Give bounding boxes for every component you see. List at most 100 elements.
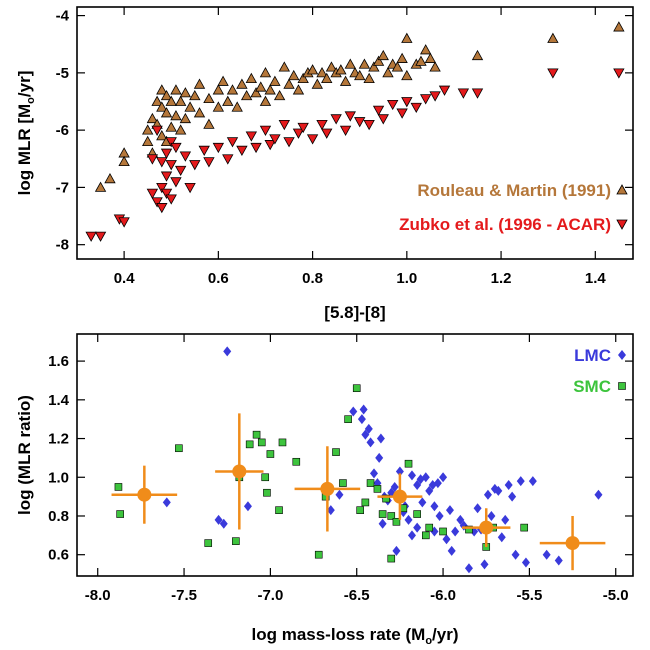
lmc-point [594,489,603,500]
lmc-point [335,489,344,500]
rouleau-martin-1991-point [547,32,559,43]
zubko-et-al-1996-acar-point [292,128,305,139]
rouleau-martin-1991-point [429,61,441,72]
rouleau-martin-1991-point [231,101,243,112]
zubko-et-al-1996-acar-point [354,117,366,128]
rouleau-martin-1991-point [174,95,187,106]
zubko-et-al-1996-acar-point [156,203,168,214]
top-data-marks [85,21,625,242]
lmc-point [487,510,496,521]
rouleau-martin-1991-point [179,112,192,124]
y-tick-label: -5 [56,65,69,82]
rouleau-martin-1991-point [193,78,206,89]
y-tick-label: -6 [56,122,69,139]
rouleau-martin-1991-point [240,89,253,101]
lmc-point [497,532,506,543]
zubko-et-al-1996-acar-point [179,151,192,162]
rouleau-martin-1991-point [193,107,206,118]
rouleau-martin-1991-point [160,89,173,101]
zubko-et-al-1996-acar-point [198,145,210,157]
zubko-et-al-1996-acar-point [259,125,272,136]
zubko-et-al-1996-acar-point [170,142,182,154]
lmc-point [504,480,513,491]
smc-point [232,537,240,545]
zubko-et-al-1996-acar-point [245,131,258,142]
legend-zubko: Zubko et al. (1996 - ACAR) [399,215,611,234]
rouleau-martin-1991-point [264,84,276,95]
lmc-point [369,468,378,479]
rouleau-martin-1991-point [156,84,168,95]
zubko-et-al-1996-acar-point [344,111,356,122]
lmc-point [375,452,384,463]
rouleau-martin-1991-point [156,101,168,112]
smc-point [425,523,434,532]
bottom-y-axis-label: log (MLR ratio) [15,395,34,515]
zubko-et-al-1996-acar-point [471,88,484,99]
smc-point [114,483,123,491]
rouleau-martin-1991-point [184,101,196,112]
zubko-et-al-1996-acar-point [250,142,262,154]
lmc-point [378,518,387,529]
rouleau-martin-1991-point [288,69,300,81]
lmc-point [326,505,335,516]
top-x-axis-label: [5.8]-[8] [324,303,385,322]
lmc-point [521,557,530,568]
x-tick-label: 1.0 [396,270,417,287]
smc-point [292,457,301,466]
top-legend: Rouleau & Martin (1991) Zubko et al. (19… [399,181,628,234]
rouleau-martin-1991-point [222,95,234,106]
lmc-point [501,514,510,525]
rouleau-martin-1991-point [203,92,215,104]
rouleau-martin-1991-point [259,95,272,106]
zubko-et-al-1996-acar-point [269,134,281,145]
x-tick-label: -7.5 [171,587,197,604]
y-tick-label: 1.6 [48,353,69,370]
zubko-et-al-1996-acar-point [94,231,107,242]
rouleau-martin-1991-point [358,58,371,69]
legend-lmc: LMC [574,346,611,365]
rouleau-martin-1991-point [160,107,173,118]
rouleau-martin-1991-point [292,84,305,95]
zubko-et-al-1996-acar-point [396,108,408,119]
y-tick-label: 1.0 [48,469,69,486]
zubko-et-al-1996-acar-point [330,114,342,125]
lmc-point [376,433,385,444]
smc-point [382,494,390,503]
lmc-point [359,404,368,415]
rouleau-martin-1991-point [174,124,187,135]
rouleau-martin-1991-point [165,95,177,106]
rouleau-martin-1991-point [391,61,404,72]
smc-point [175,444,183,453]
lmc-point [447,545,456,556]
zubko-et-al-1996-acar-point [278,120,291,131]
rouleau-martin-1991-point [259,67,272,78]
smc-point [344,415,352,423]
zubko-et-al-1996-acar-point [222,154,234,165]
binned-mean-point [565,536,580,551]
x-tick-label: -5.0 [603,587,629,604]
top-plot-frame [76,6,634,260]
lmc-point [508,491,517,502]
lmc-point [425,485,434,496]
lmc-point [516,476,525,487]
rouleau-martin-1991-point [151,95,163,106]
smc-point [352,384,361,393]
zubko-et-al-1996-acar-point [165,137,177,148]
lmc-point [349,406,358,417]
zubko-et-al-1996-acar-point [306,134,319,145]
bottom-panel: -8.0 -7.5 -7.0 -6.5 -6.0 -5.5 -5.0 0.6 0.8 1.0 1.… [15,333,634,647]
x-tick-label: 0.6 [208,270,229,287]
x-tick-label: -5.5 [516,587,542,604]
rouleau-martin-1991-point [278,61,291,72]
zubko-et-al-1996-acar-point [156,183,168,194]
y-tick-label: -8 [56,237,69,254]
rouleau-martin-1991-point [297,72,309,83]
rouleau-martin-1991-point [419,44,432,55]
zubko-et-al-1996-acar-point [236,145,248,157]
zubko-et-al-1996-acar-point [85,231,97,242]
lmc-point [404,514,413,525]
smc-point [413,510,421,518]
lmc-point [223,346,232,357]
lmc-point [554,555,563,566]
